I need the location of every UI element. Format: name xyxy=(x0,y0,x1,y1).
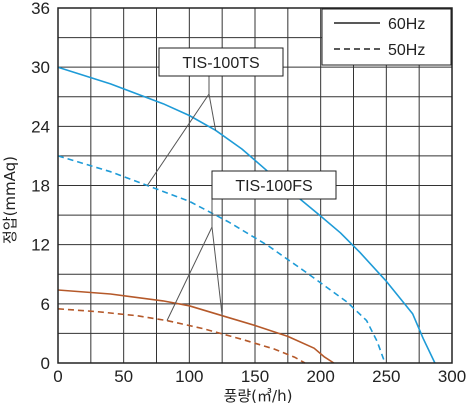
curve-tis-100fs-60hz xyxy=(57,289,335,364)
legend-50hz-label: 50Hz xyxy=(388,42,425,59)
annotation-tis-100fs-label: TIS-100FS xyxy=(235,178,312,195)
x-tick-label: 0 xyxy=(53,367,62,386)
annotation-leader-line xyxy=(166,226,213,321)
y-tick-label: 12 xyxy=(31,236,50,255)
x-tick-label: 100 xyxy=(175,367,203,386)
x-axis-label: 풍량(㎥/h) xyxy=(224,387,293,405)
annotation-tis-100ts-box xyxy=(158,47,284,77)
x-tick-label: 50 xyxy=(114,367,133,386)
annotation-leader-line xyxy=(208,93,217,131)
plot-frame xyxy=(57,7,453,364)
y-axis-label: 정압(mmAq) xyxy=(1,156,19,244)
legend-60hz-label: 60Hz xyxy=(388,16,425,33)
annotation-leader-line xyxy=(146,93,210,186)
y-tick-label: 18 xyxy=(31,177,50,196)
legend: 60Hz 50Hz xyxy=(321,8,452,66)
curve-tis-100ts-50hz xyxy=(57,155,386,364)
y-tick-label: 24 xyxy=(31,117,50,136)
y-tick-label: 36 xyxy=(31,0,50,18)
annotation-leader-line xyxy=(211,226,223,316)
legend-box xyxy=(321,8,452,66)
annotation-tis-100fs-box xyxy=(211,170,337,200)
tick-labels: 0 50 100 150 200 250 300 0 6 12 18 24 30 36 xyxy=(31,0,466,386)
y-tick-label: 30 xyxy=(31,58,50,77)
curve-tis-100fs-50hz xyxy=(57,308,306,364)
annotation-tis-100ts: TIS-100TS xyxy=(158,47,284,77)
x-tick-label: 300 xyxy=(438,367,466,386)
annotation-tis-100ts-label: TIS-100TS xyxy=(182,55,259,72)
y-tick-label: 0 xyxy=(41,354,50,373)
x-tick-label: 250 xyxy=(372,367,400,386)
y-tick-label: 6 xyxy=(41,295,50,314)
annotation-leaders xyxy=(146,76,223,321)
annotation-tis-100fs: TIS-100FS xyxy=(211,170,337,200)
x-tick-label: 200 xyxy=(306,367,334,386)
x-tick-label: 150 xyxy=(241,367,269,386)
